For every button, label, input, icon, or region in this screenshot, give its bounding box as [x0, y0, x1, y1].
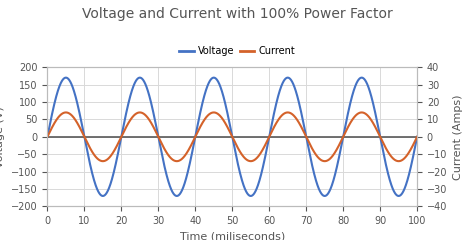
X-axis label: Time (miliseconds): Time (miliseconds) — [180, 232, 285, 240]
Y-axis label: Current (Amps): Current (Amps) — [453, 94, 463, 180]
Text: Voltage and Current with 100% Power Factor: Voltage and Current with 100% Power Fact… — [82, 7, 392, 21]
Y-axis label: Voltage (V): Voltage (V) — [0, 106, 6, 168]
Legend: Voltage, Current: Voltage, Current — [175, 42, 299, 60]
